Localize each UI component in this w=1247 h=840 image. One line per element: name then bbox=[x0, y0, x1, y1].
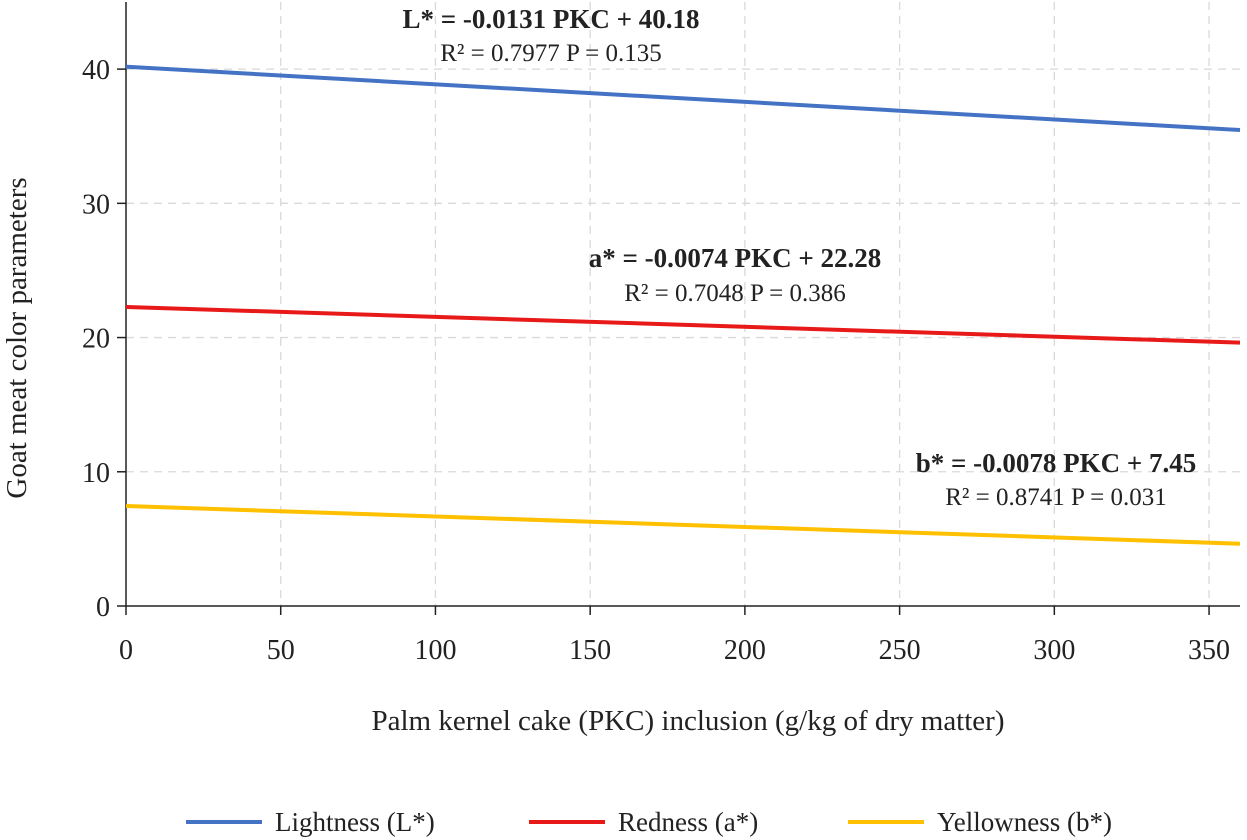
x-tick-label: 200 bbox=[724, 635, 766, 666]
y-tick-label: 20 bbox=[82, 324, 110, 355]
legend: Lightness (L*) Redness (a*) Yellowness (b*… bbox=[186, 807, 1112, 837]
legend-label: Redness (a*) bbox=[618, 807, 758, 837]
series-line bbox=[125, 504, 1241, 546]
x-tick-label: 250 bbox=[879, 635, 921, 666]
x-tick-label: 0 bbox=[119, 635, 133, 666]
x-tick-label: 100 bbox=[414, 635, 456, 666]
regression-stats: R² = 0.7977 P = 0.135 bbox=[440, 40, 662, 67]
x-tick-label: 150 bbox=[569, 635, 611, 666]
regression-equation: a* = -0.0074 PKC + 22.28 bbox=[589, 243, 882, 273]
y-tick-label: 30 bbox=[82, 189, 110, 220]
regression-stats: R² = 0.8741 P = 0.031 bbox=[945, 484, 1167, 511]
x-tick-label: 350 bbox=[1188, 635, 1230, 666]
series-line bbox=[125, 304, 1241, 345]
y-tick-label: 10 bbox=[82, 458, 110, 489]
series-line bbox=[125, 64, 1241, 133]
ticks-layer: 0 10 20 30 40 0 50 100 150 200 250 300 350 bbox=[82, 55, 1230, 666]
annotation-layer: L* = -0.0131 PKC + 40.18 R² = 0.7977 P = … bbox=[402, 4, 1196, 511]
legend-label: Lightness (L*) bbox=[275, 807, 435, 837]
regression-stats: R² = 0.7048 P = 0.386 bbox=[624, 280, 846, 307]
x-axis-title: Palm kernel cake (PKC) inclusion (g/kg o… bbox=[371, 705, 1004, 737]
y-tick-label: 40 bbox=[82, 55, 110, 86]
x-tick-label: 300 bbox=[1033, 635, 1075, 666]
legend-label: Yellowness (b*) bbox=[937, 807, 1112, 837]
regression-equation: b* = -0.0078 PKC + 7.45 bbox=[916, 448, 1197, 478]
y-tick-label: 0 bbox=[96, 592, 110, 623]
y-axis-title: Goat meat color parameters bbox=[1, 177, 33, 498]
series-layer bbox=[125, 64, 1241, 546]
regression-equation: L* = -0.0131 PKC + 40.18 bbox=[402, 4, 699, 34]
x-tick-label: 50 bbox=[267, 635, 295, 666]
